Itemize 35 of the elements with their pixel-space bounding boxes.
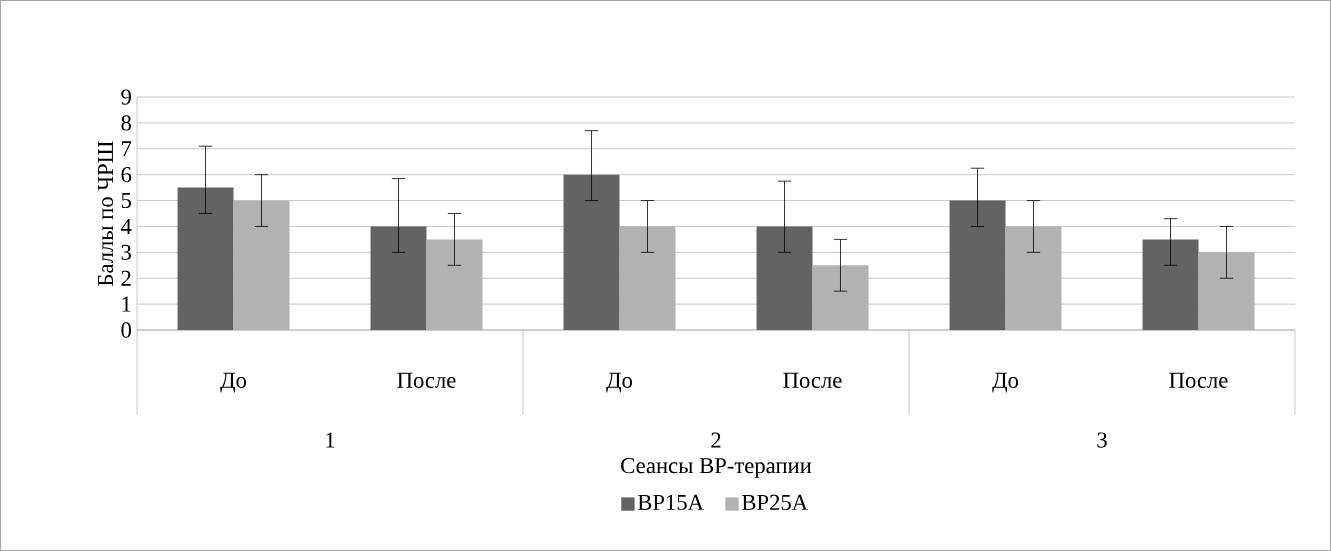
- text: 3: [1097, 432, 1107, 448]
- bar: [1198, 252, 1255, 330]
- y-tick-label: 7: [122, 141, 132, 157]
- text: 2: [711, 432, 721, 448]
- legend-label: ВР25А: [741, 494, 808, 511]
- y-tick-label: 0: [121, 322, 131, 338]
- text: 1: [326, 432, 335, 448]
- bar: [1142, 239, 1199, 330]
- bar: [619, 226, 676, 330]
- y-tick-label: 3: [121, 244, 131, 260]
- x-tick-label: После: [783, 372, 842, 388]
- x-tick-label: До: [992, 372, 1019, 393]
- y-tick-label: 1: [122, 296, 131, 312]
- bar: [563, 174, 620, 330]
- y-tick-label: 4: [120, 219, 132, 234]
- y-tick-label: 8: [121, 115, 131, 131]
- x-tick-label: После: [397, 372, 456, 388]
- bar: [426, 239, 483, 330]
- bar: [756, 226, 813, 330]
- bar: [1005, 226, 1062, 330]
- bar: [233, 200, 290, 330]
- x-tick-label: После: [1169, 372, 1228, 388]
- y-axis-title: Баллы по ЧРШ: [98, 141, 114, 286]
- y-tick-label: 2: [121, 270, 131, 286]
- x-axis-title: Сеансы ВР-терапии: [621, 458, 812, 478]
- bar: [177, 187, 234, 330]
- bar: [370, 226, 427, 330]
- bar: [812, 265, 869, 330]
- x-tick-label: До: [220, 372, 247, 393]
- legend-label: ВР15А: [637, 494, 704, 511]
- y-tick-label: 9: [121, 89, 131, 105]
- y-tick-label: 6: [121, 167, 132, 183]
- bar: [949, 200, 1006, 330]
- x-tick-label: До: [606, 372, 633, 393]
- y-tick-label: 5: [121, 193, 131, 209]
